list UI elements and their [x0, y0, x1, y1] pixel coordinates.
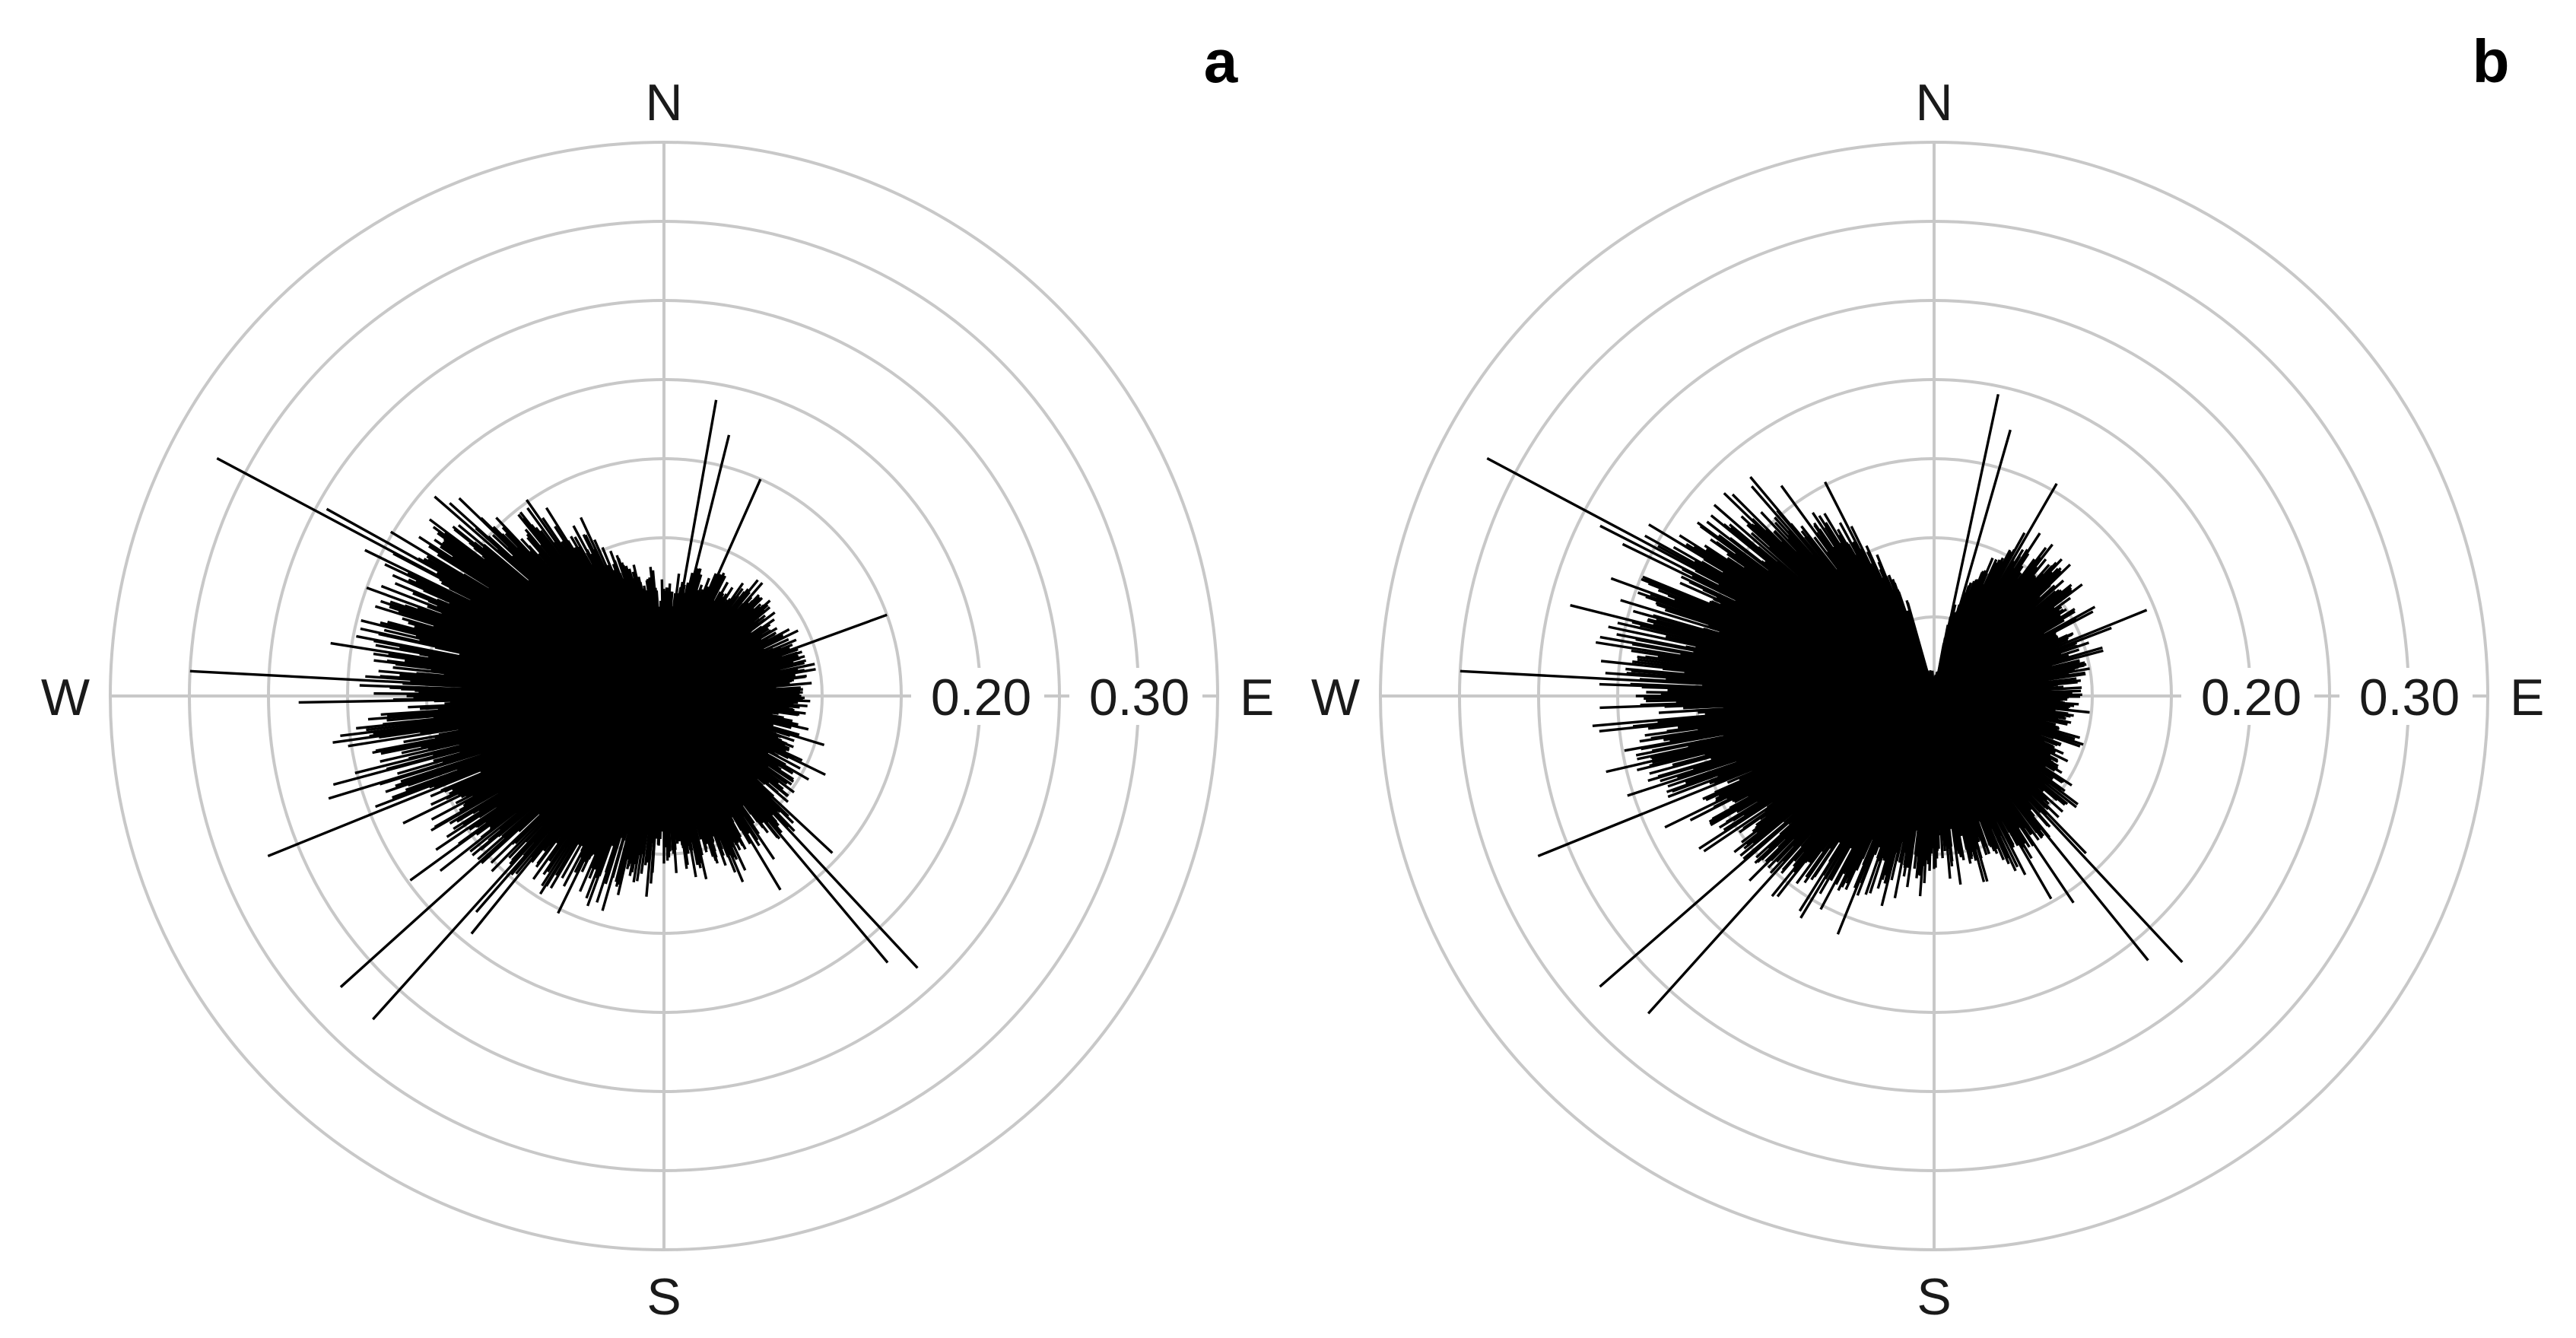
direction-label-north: N: [645, 74, 682, 132]
rose-bars: [1460, 393, 2184, 1015]
radial-tick-label: 0.20: [2201, 669, 2301, 726]
direction-label-west: W: [41, 669, 90, 726]
direction-label-south: S: [646, 1268, 681, 1326]
direction-label-north: N: [1915, 74, 1952, 132]
tick-label-background: [2339, 668, 2473, 725]
direction-label-west: W: [1311, 669, 1360, 726]
panel-a: 0.20 0.30 N E S W a: [41, 27, 1275, 1326]
direction-label-east: E: [1240, 669, 1274, 726]
tick-label-background: [1069, 668, 1202, 725]
direction-label-south: S: [1917, 1268, 1951, 1326]
tick-label-background: [911, 668, 1044, 725]
tick-label-background: [2181, 668, 2314, 725]
panel-b: 0.20 0.30 N E S W b: [1311, 27, 2545, 1326]
radial-tick-label: 0.30: [1089, 669, 1190, 726]
radial-tick-label: 0.20: [931, 669, 1031, 726]
radial-tick-label: 0.30: [2359, 669, 2460, 726]
direction-label-east: E: [2510, 669, 2544, 726]
panel-label: b: [2473, 27, 2510, 95]
rose-bars: [189, 399, 919, 1021]
panel-label: a: [1204, 27, 1238, 95]
